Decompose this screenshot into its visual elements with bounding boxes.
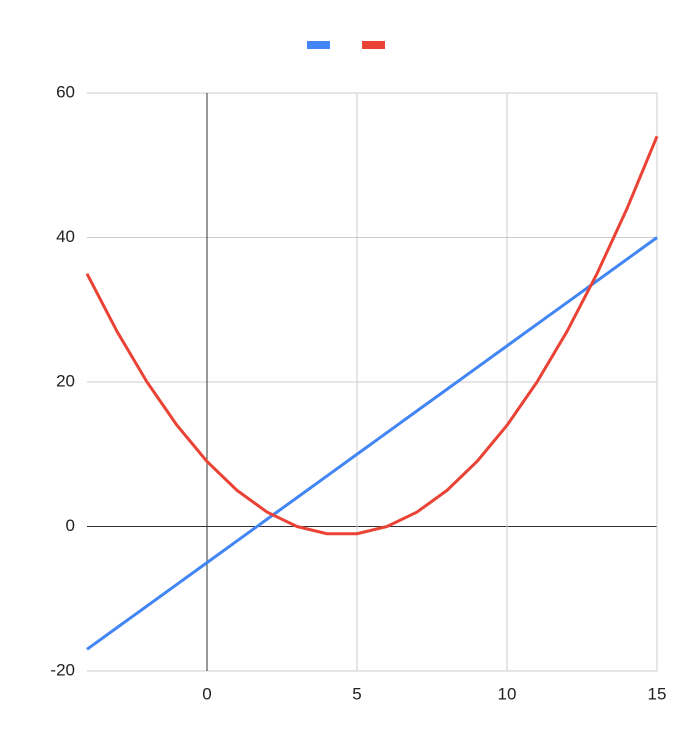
y-tick-label: -20 — [50, 660, 75, 679]
y-tick-label: 0 — [66, 516, 75, 535]
series-line — [86, 236, 658, 651]
legend-swatch — [307, 41, 330, 49]
y-tick-label: 20 — [56, 371, 75, 390]
x-tick-label: 15 — [648, 684, 667, 703]
y-tick-label: 40 — [56, 227, 75, 246]
x-tick-label: 0 — [202, 684, 211, 703]
y-tick-label: 60 — [56, 82, 75, 101]
x-tick-label: 5 — [352, 684, 361, 703]
x-tick-label: 10 — [498, 684, 517, 703]
series-line — [85, 135, 659, 536]
legend-swatch — [362, 41, 385, 49]
